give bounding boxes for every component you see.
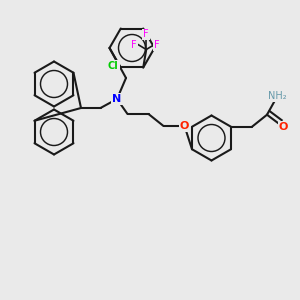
Text: O: O [180,121,189,131]
Text: F: F [131,40,137,50]
Text: O: O [279,122,288,132]
Text: Cl: Cl [108,61,119,71]
Text: F: F [143,29,149,40]
Text: F: F [154,40,160,50]
Text: NH₂: NH₂ [268,91,287,101]
Text: N: N [112,94,122,104]
